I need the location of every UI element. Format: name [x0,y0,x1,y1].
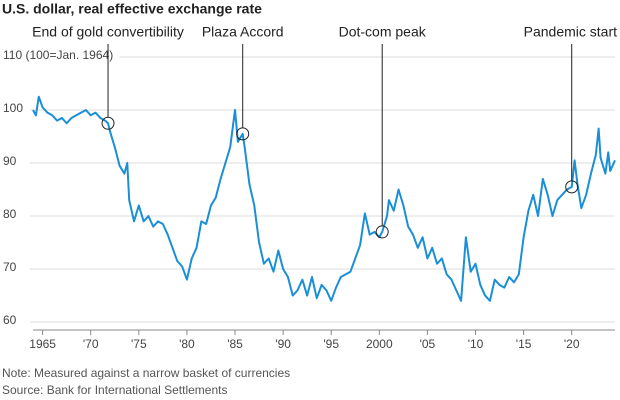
x-tick-label: '10 [468,337,484,351]
annotation-label: End of gold convertibility [32,24,184,40]
x-tick-label: '90 [275,337,291,351]
annotation-label: Pandemic start [524,24,617,40]
x-tick-label: 1965 [29,337,56,351]
y-tick-label: 110 (100=Jan. 1964) [3,48,113,62]
y-tick-label: 80 [3,207,17,221]
y-tick-label: 100 [3,101,23,115]
x-tick-label: '95 [323,337,339,351]
y-tick-label: 90 [3,154,17,168]
chart-title: U.S. dollar, real effective exchange rat… [2,1,262,17]
y-tick-label: 70 [3,260,17,274]
x-tick-label: '15 [516,337,532,351]
data-line [32,95,616,302]
y-tick-label: 60 [3,313,17,327]
x-tick-label: '75 [131,337,147,351]
annotation-marker [236,127,250,141]
x-tick-label: '05 [420,337,436,351]
annotation-marker [565,180,579,194]
annotation-label: Dot-com peak [339,24,427,40]
annotation-marker [375,225,389,239]
x-tick-label: 2000 [366,337,393,351]
annotation-marker [101,116,115,130]
source: Source: Bank for International Settlemen… [2,383,227,397]
note: Note: Measured against a narrow basket o… [2,366,290,380]
x-tick-label: '20 [564,337,580,351]
x-tick-label: '80 [179,337,195,351]
annotation-label: Plaza Accord [202,24,284,40]
x-tick-label: '85 [227,337,243,351]
x-tick-label: '70 [83,337,99,351]
